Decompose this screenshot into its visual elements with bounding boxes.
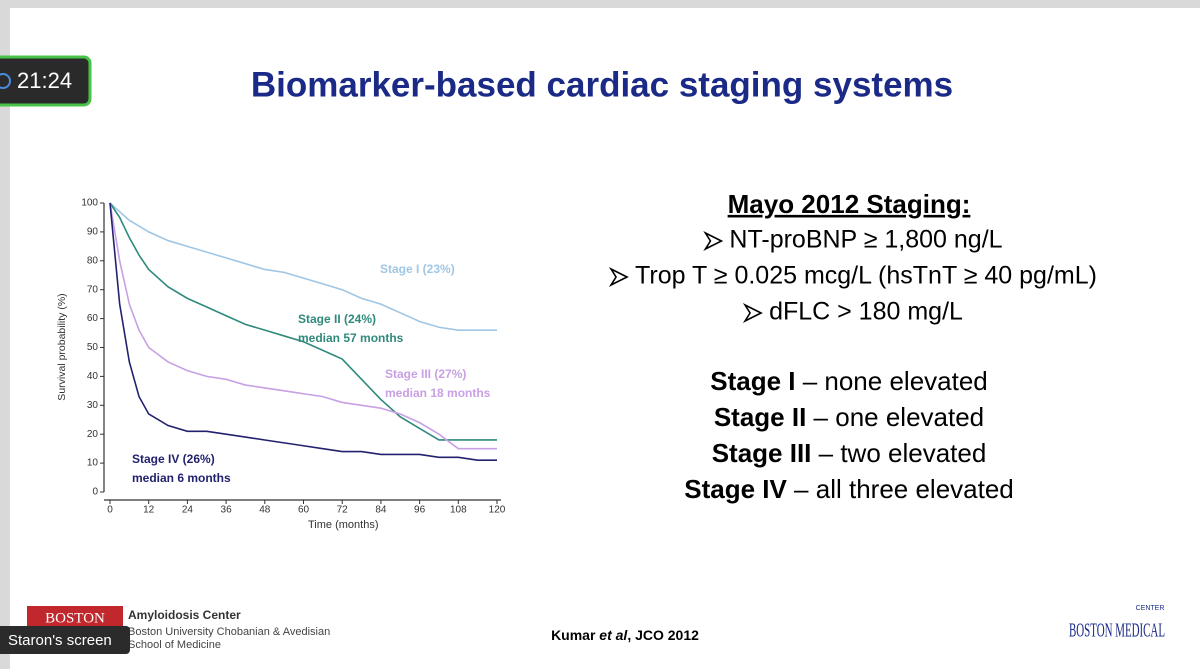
- x-tick-label: 96: [414, 505, 426, 516]
- stage-name: Stage IV: [684, 474, 787, 504]
- y-tick-label: 30: [87, 400, 99, 411]
- citation-rest: , JCO 2012: [627, 627, 699, 643]
- school-line: School of Medicine: [128, 639, 221, 651]
- curve-annotation: median 57 months: [298, 331, 404, 345]
- citation-etal: et al: [599, 627, 628, 643]
- timer-text: 21:24: [17, 68, 72, 93]
- stage-text: – none elevated: [795, 366, 987, 396]
- x-tick-label: 120: [489, 505, 506, 516]
- citation: Kumar et al, JCO 2012: [551, 627, 699, 643]
- curve-annotation: median 6 months: [132, 471, 231, 485]
- timer-icon: [0, 73, 11, 89]
- survival-curve: [109, 202, 497, 462]
- y-axis-label: Survival probability (%): [56, 293, 68, 400]
- boston-logo-text: BOSTON: [45, 610, 105, 626]
- screen-label-overlay: Staron's screen: [0, 626, 130, 654]
- x-tick-label: 0: [107, 505, 113, 516]
- stage-text: – all three elevated: [787, 474, 1014, 504]
- y-tick-label: 0: [92, 487, 98, 498]
- stage-line: Stage IV – all three elevated: [684, 474, 1014, 504]
- criteria-heading: Mayo 2012 Staging:: [728, 189, 971, 219]
- criteria-item: Trop T ≥ 0.025 mcg/L (hsTnT ≥ 40 pg/mL): [635, 262, 1097, 290]
- stage-line: Stage III – two elevated: [712, 438, 987, 468]
- citation-author: Kumar: [551, 627, 599, 643]
- bullet-arrow: [703, 231, 724, 251]
- right-logo-top: CENTER: [1136, 605, 1165, 612]
- x-tick-label: 36: [221, 505, 233, 516]
- screen-label-box: [0, 626, 130, 654]
- x-tick-label: 72: [337, 505, 349, 516]
- timer-box: [0, 55, 92, 107]
- survival-curve: [109, 202, 497, 441]
- survival-curve: [109, 202, 497, 331]
- x-axis-label: Time (months): [308, 519, 379, 531]
- y-tick-label: 70: [87, 284, 99, 295]
- slide-title: Biomarker-based cardiac staging systems: [251, 65, 953, 104]
- y-tick-label: 50: [87, 342, 99, 353]
- school-line: Boston University Chobanian & Avedisian: [128, 626, 330, 638]
- timer-overlay: 21:24: [0, 55, 92, 107]
- stage-name: Stage II: [714, 402, 806, 432]
- criteria-item: dFLC > 180 mg/L: [769, 298, 963, 326]
- curve-annotation: Stage I (23%): [380, 262, 455, 276]
- stage-text: – one elevated: [806, 402, 984, 432]
- slide: [10, 8, 1200, 669]
- y-tick-label: 10: [87, 458, 99, 469]
- right-logo: BOSTON MEDICAL: [1069, 620, 1165, 642]
- stage-text: – two elevated: [811, 438, 986, 468]
- bullet-arrow: [742, 303, 763, 323]
- curve-annotation: median 18 months: [385, 386, 491, 400]
- chart: Time (months) Survival probability (%) 0…: [56, 198, 506, 531]
- criteria-item: NT-proBNP ≥ 1,800 ng/L: [729, 226, 1002, 254]
- y-tick-label: 100: [81, 198, 98, 209]
- x-tick-label: 60: [298, 505, 310, 516]
- criteria-panel: Mayo 2012 Staging: NT-proBNP ≥ 1,800 ng/…: [608, 189, 1097, 504]
- stage-line: Stage II – one elevated: [714, 402, 984, 432]
- x-tick-label: 108: [450, 505, 467, 516]
- y-tick-label: 80: [87, 255, 99, 266]
- stage-name: Stage III: [712, 438, 812, 468]
- curve-annotation: Stage IV (26%): [132, 452, 215, 466]
- x-tick-label: 84: [375, 505, 387, 516]
- screen-label: Staron's screen: [8, 632, 112, 649]
- y-tick-label: 40: [87, 371, 99, 382]
- curve-annotation: Stage II (24%): [298, 312, 376, 326]
- y-tick-label: 60: [87, 313, 99, 324]
- survival-curve: [109, 202, 497, 450]
- stage-name: Stage I: [710, 366, 795, 396]
- stage-line: Stage I – none elevated: [710, 366, 988, 396]
- x-tick-label: 12: [143, 505, 155, 516]
- x-tick-label: 24: [182, 505, 194, 516]
- curve-annotation: Stage III (27%): [385, 367, 466, 381]
- center-name: Amyloidosis Center: [128, 608, 241, 622]
- x-tick-label: 48: [259, 505, 271, 516]
- y-tick-label: 90: [87, 227, 99, 238]
- bullet-arrow: [608, 267, 629, 287]
- y-tick-label: 20: [87, 429, 99, 440]
